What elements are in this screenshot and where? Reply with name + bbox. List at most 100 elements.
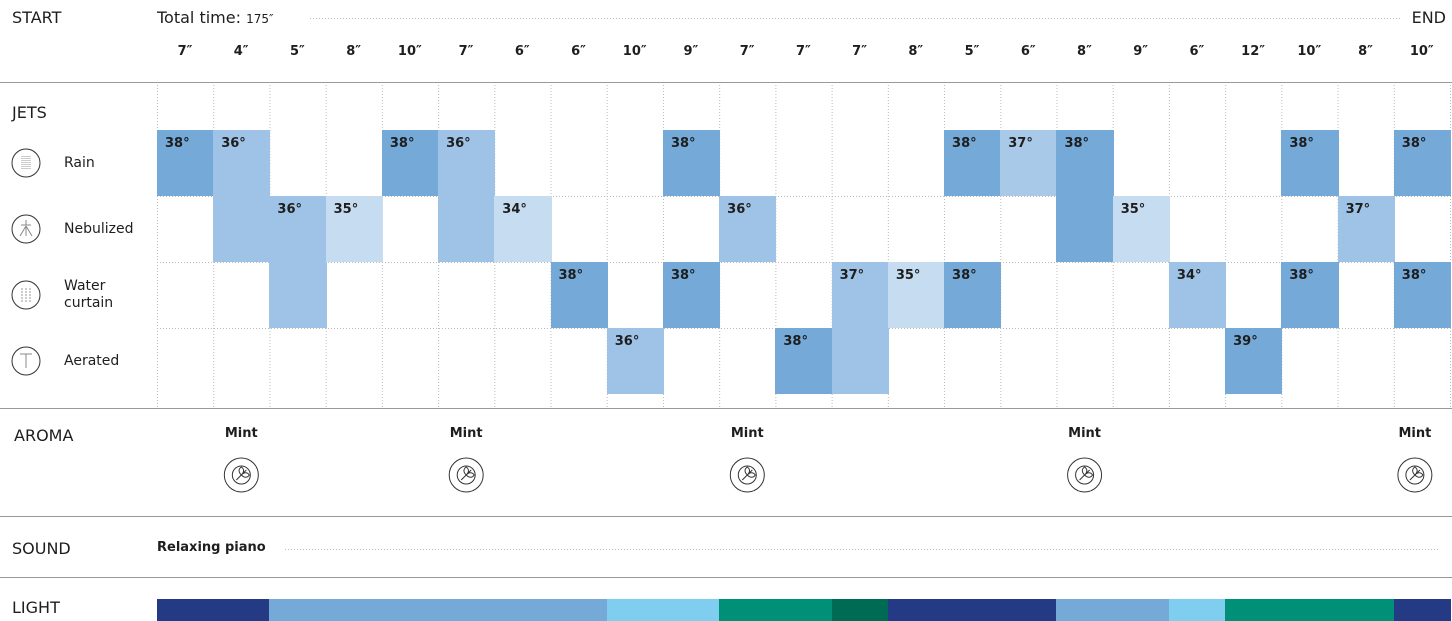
column-duration: 7″ [177,44,193,59]
column-duration: 6″ [1020,44,1036,59]
jet-block: 38° [1281,130,1339,196]
jet-block: 36° [719,196,777,262]
light-segment [1281,599,1339,621]
jet-block: 36° [438,130,496,262]
jet-name: Nebulized [64,220,134,237]
jet-block: 38° [157,130,215,196]
light-segment [1225,599,1283,621]
column-duration: 6″ [1189,44,1205,59]
jet-block: 36° [213,130,271,262]
jet-icon [11,148,41,178]
light-segment [1000,599,1058,621]
aroma-label: Mint [730,426,764,441]
total-value: 175″ [246,12,274,26]
jet-block: 38° [1281,262,1339,328]
jet-block: 39° [1225,328,1283,394]
jet-block: 38° [550,262,608,328]
jet-name: Water curtain [64,278,114,311]
start-label: START [12,8,62,27]
column-duration: 10″ [1297,44,1322,59]
light-segment [213,599,271,621]
column-duration: 9″ [1133,44,1149,59]
jet-block: 35° [887,262,946,328]
sound-track: Relaxing piano [157,540,266,555]
light-segment [1393,599,1451,621]
column-duration: 8″ [1077,44,1092,59]
aroma-label: Mint [1068,426,1102,441]
light-segment [662,599,721,621]
jet-block: 37° [831,262,889,394]
light-segment [325,599,383,621]
light-segment [1112,599,1170,621]
light-title: LIGHT [12,598,60,617]
column-duration: 6″ [514,44,530,59]
column-duration: 4″ [233,44,249,59]
jet-block: 38° [775,328,833,394]
aroma-title: AROMA [14,426,74,445]
light-segment [1337,599,1395,621]
column-duration: 6″ [571,44,586,59]
aroma-icon [1397,457,1433,493]
sound-title: SOUND [12,539,71,558]
jet-block: 37° [1000,130,1058,196]
jet-block: 35° [1112,196,1170,262]
aroma-label: Mint [449,426,483,441]
column-duration: 8″ [1358,44,1373,59]
light-segment [944,599,1002,621]
light-segment [157,599,215,621]
jet-name: Rain [64,154,95,171]
light-segment [550,599,608,621]
column-duration: 12″ [1241,44,1266,59]
jet-block: 34° [494,196,552,262]
light-segment [831,599,889,621]
jet-block: 36° [269,196,327,328]
jet-icon [11,346,41,376]
column-duration: 10″ [1409,44,1434,59]
jet-block: 38° [944,130,1002,196]
column-duration: 5″ [289,44,305,59]
jet-block: 38° [1393,262,1451,328]
jet-block: 38° [944,262,1002,328]
jets-title: JETS [12,103,47,122]
light-segment [438,599,496,621]
jet-block: 37° [1337,196,1395,262]
light-segment [494,599,552,621]
jet-name: Aerated [64,352,120,369]
light-segment [269,599,327,621]
column-duration: 7″ [795,44,811,59]
aroma-icon [1067,457,1103,493]
aroma-label: Mint [224,426,258,441]
column-duration: 10″ [397,44,422,59]
end-label: END [1411,8,1446,27]
column-duration: 9″ [683,44,699,59]
aroma-label: Mint [1398,426,1432,441]
aroma-icon [448,457,484,493]
jet-icon [11,280,41,310]
column-duration: 10″ [622,44,647,59]
aroma-icon [729,457,765,493]
jet-block: 34° [1168,262,1227,328]
aroma-icon [223,457,259,493]
jet-block: 36° [606,328,664,394]
jet-block: 38° [1393,130,1451,196]
jet-block: 38° [662,130,721,196]
light-segment [719,599,777,621]
column-duration: 7″ [852,44,868,59]
light-segment [1056,599,1114,621]
total-text: Total time: [157,8,241,27]
total-label: Total time: 175″ [157,8,273,27]
light-segment [775,599,833,621]
jet-block: 38° [1056,130,1114,262]
column-duration: 5″ [964,44,980,59]
column-duration: 8″ [346,44,362,59]
jet-block: 35° [325,196,383,262]
light-segment [606,599,664,621]
light-segment [381,599,440,621]
jet-block: 38° [381,130,440,196]
light-segment [1168,599,1227,621]
jet-icon [11,214,41,244]
column-duration: 7″ [739,44,755,59]
jet-block: 38° [662,262,721,328]
